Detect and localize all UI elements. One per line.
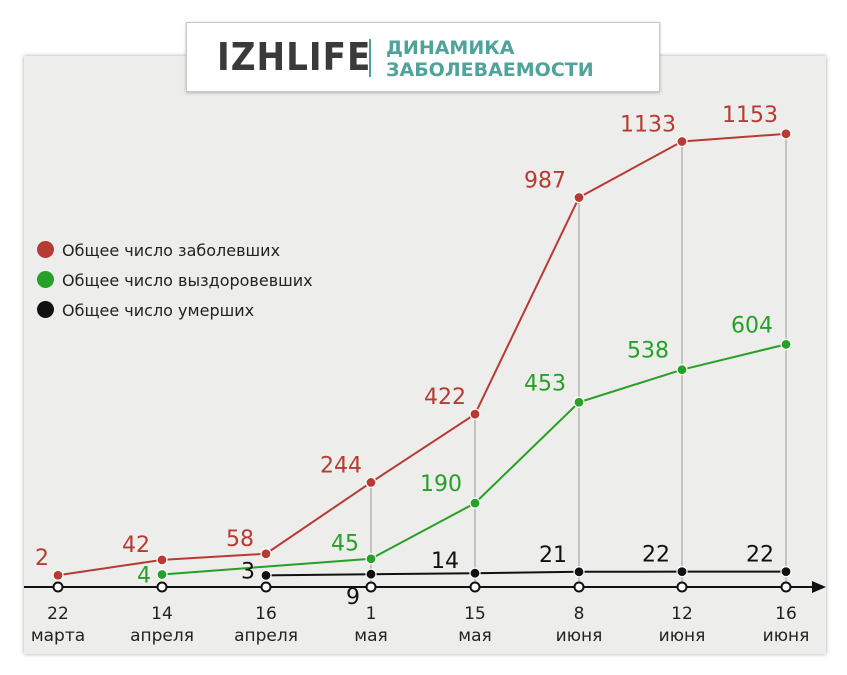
data-label: 22 [746,543,774,568]
title-line-1: ДИНАМИКА [386,37,515,59]
chart-title: ДИНАМИКА ЗАБОЛЕВАЕМОСТИ [386,37,594,81]
data-point [260,548,272,560]
data-label: 987 [524,168,566,193]
series-line-0 [57,132,787,577]
data-label: 14 [431,549,459,574]
header-divider [369,39,371,77]
series-line-2 [265,570,786,577]
x-tick-label-day: 16 [775,604,797,624]
data-point [573,396,585,408]
x-tick-label-month: мая [354,626,387,646]
data-label: 21 [539,543,567,568]
x-tick [52,581,64,593]
x-tick-label-day: 1 [366,604,377,624]
data-label: 9 [346,585,360,610]
x-tick-label-month: апреля [130,626,194,646]
x-tick [676,581,688,593]
x-tick [780,581,792,593]
x-tick-label-day: 8 [574,604,585,624]
x-tick-label-month: мая [458,626,491,646]
x-tick-label-day: 15 [464,604,486,624]
data-label: 1153 [722,103,778,128]
legend-label-cases: Общее число заболевших [62,241,281,260]
data-label: 538 [627,339,669,364]
data-label: 2 [35,546,49,571]
data-point [156,568,168,581]
data-label: 4 [137,563,151,588]
x-tick [365,581,377,593]
data-label: 22 [642,543,670,568]
data-label: 190 [420,472,462,497]
x-tick [469,581,481,593]
x-tick-label-day: 22 [47,604,69,624]
data-label: 244 [320,453,362,478]
data-point [365,553,377,565]
data-point [573,566,585,578]
x-tick [260,581,272,593]
logo: IZHLIFE [217,35,372,79]
data-point [676,565,688,578]
data-label: 1133 [620,112,676,137]
data-point [676,364,688,376]
data-point [52,569,64,581]
data-label: 422 [424,385,466,410]
data-point [260,569,272,582]
header-card: IZHLIFE ДИНАМИКА ЗАБОЛЕВАЕМОСТИ [186,22,660,92]
x-axis-arrow [812,581,826,593]
x-tick-label-month: июня [763,626,810,646]
data-point [156,554,168,566]
data-label: 58 [226,527,254,552]
legend-dot-deaths [37,301,54,318]
data-point [780,565,792,578]
x-tick-label-month: июня [556,626,603,646]
title-line-2: ЗАБОЛЕВАЕМОСТИ [386,59,594,81]
data-label: 3 [241,559,255,584]
legend-label-deaths: Общее число умерших [62,301,255,320]
data-label: 604 [731,313,773,338]
data-point [365,568,377,580]
x-tick-label-day: 14 [151,604,173,624]
x-tick-label-day: 16 [255,604,277,624]
data-label: 45 [331,532,359,557]
x-tick-label-day: 12 [671,604,693,624]
legend-dot-cases [37,241,54,258]
legend-item-cases: Общее число заболевших [37,241,280,260]
legend-item-deaths: Общее число умерших [37,301,254,320]
data-point [365,476,377,489]
data-point [780,128,792,140]
chart-panel [24,56,826,654]
x-tick [573,581,585,593]
data-point [573,191,585,204]
data-point [469,408,481,420]
data-label: 42 [122,533,150,558]
x-tick [156,581,168,593]
data-point [780,338,792,350]
legend-label-recovered: Общее число выздоровевших [62,271,313,290]
data-label: 453 [524,371,566,396]
x-tick-label-month: апреля [234,626,298,646]
data-point [469,497,481,509]
data-point [676,135,688,148]
series-line-1 [161,343,787,576]
legend-dot-recovered [37,271,54,288]
x-tick-label-month: июня [659,626,706,646]
x-tick-label-month: марта [31,626,85,646]
legend-item-recovered: Общее число выздоровевших [37,271,313,290]
data-point [469,567,481,579]
